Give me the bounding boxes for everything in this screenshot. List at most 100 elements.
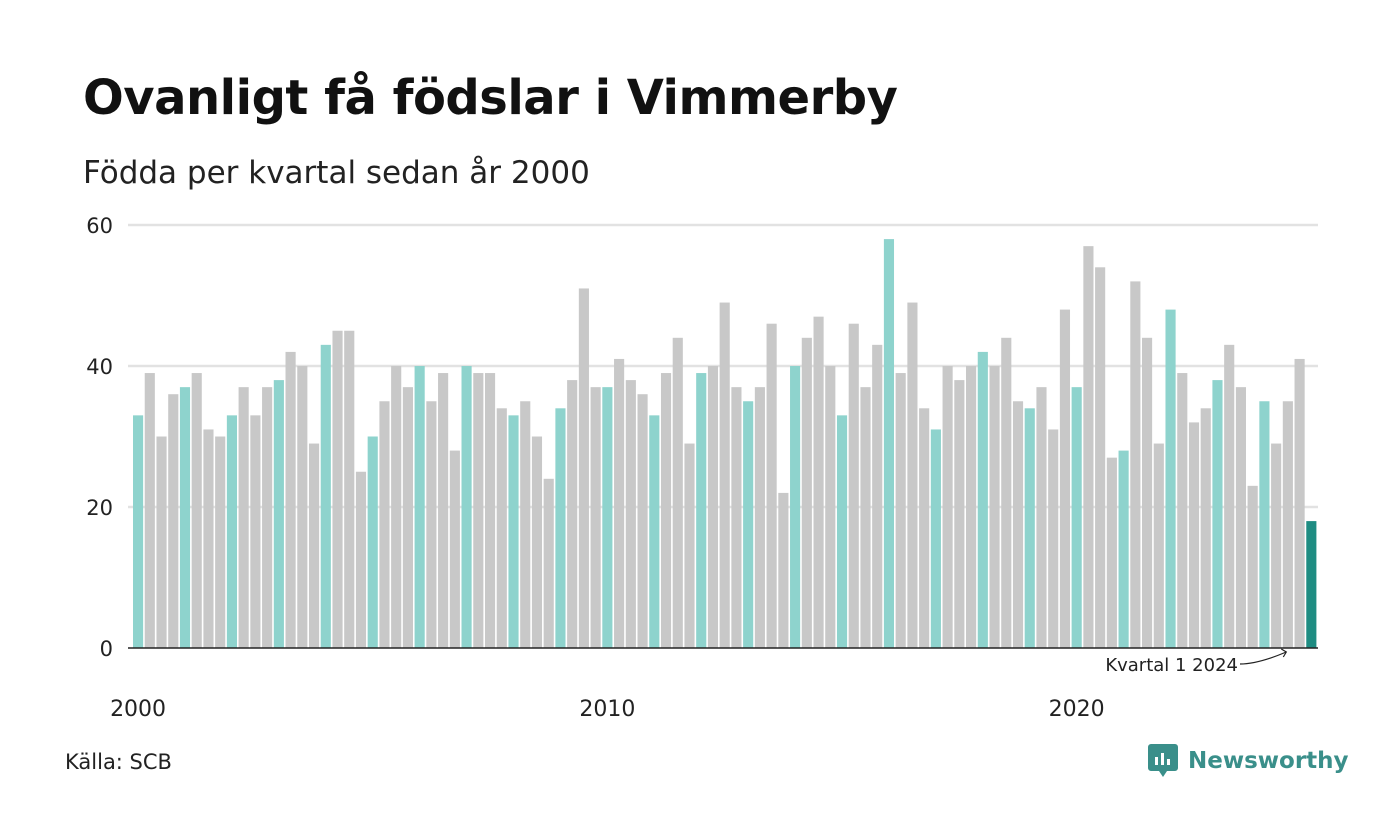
annotation-label: Kvartal 1 2024 — [1105, 655, 1238, 676]
bar — [660, 373, 672, 648]
bar — [344, 330, 355, 648]
bar — [332, 330, 343, 648]
x-tick-label: 2020 — [1049, 697, 1105, 722]
bar — [191, 373, 202, 648]
bar — [367, 436, 378, 648]
bar — [144, 373, 155, 648]
bar — [977, 351, 988, 648]
x-tick-label: 2000 — [110, 697, 166, 722]
bar — [813, 316, 824, 648]
bar — [743, 401, 754, 648]
bar — [355, 471, 367, 648]
bar — [414, 366, 425, 648]
bar — [1153, 443, 1164, 648]
bar — [602, 387, 613, 648]
bar — [379, 401, 390, 648]
bar — [531, 436, 543, 648]
x-tick-label: 2010 — [579, 697, 635, 722]
bar — [836, 415, 848, 648]
bar — [1048, 429, 1059, 648]
bar — [297, 366, 308, 648]
bar — [860, 387, 871, 648]
bar — [438, 373, 449, 648]
bar — [954, 380, 965, 648]
bar — [273, 380, 284, 648]
bar — [1259, 401, 1270, 648]
bar — [238, 387, 249, 648]
bar — [473, 373, 484, 648]
bar — [402, 387, 413, 648]
bar — [778, 492, 789, 648]
bar — [133, 415, 144, 648]
bar — [1095, 267, 1106, 648]
bar — [508, 415, 519, 648]
chart-title: Ovanligt få födslar i Vimmerby — [83, 70, 898, 126]
y-tick-label: 60 — [86, 214, 113, 238]
bar — [1012, 401, 1024, 648]
bar — [1071, 387, 1082, 648]
bar — [1306, 521, 1317, 648]
bar — [1083, 246, 1094, 648]
bar — [262, 387, 273, 648]
bar — [790, 366, 801, 648]
y-tick-label: 40 — [86, 355, 113, 379]
bar — [168, 394, 179, 648]
annotation-arrowhead — [1280, 648, 1288, 658]
brand-logo: Newsworthy — [1148, 744, 1349, 778]
bar — [825, 366, 836, 648]
bar — [179, 387, 191, 648]
bar — [496, 408, 507, 648]
bar — [754, 387, 765, 648]
bar — [1118, 450, 1129, 648]
bar — [848, 323, 859, 648]
bar — [637, 394, 648, 648]
bar — [461, 366, 472, 648]
bar — [966, 366, 977, 648]
bar — [614, 358, 625, 648]
bar — [766, 323, 777, 648]
bar — [1224, 344, 1235, 648]
bar — [1188, 422, 1200, 648]
bar — [1271, 443, 1282, 648]
bar — [1282, 401, 1293, 648]
bar — [320, 344, 331, 648]
bar — [1130, 281, 1141, 648]
bar — [883, 239, 895, 648]
bar — [930, 429, 941, 648]
bar — [1024, 408, 1035, 648]
bar — [308, 443, 320, 648]
bar — [1235, 387, 1246, 648]
bar — [1294, 358, 1305, 648]
bar — [203, 429, 214, 648]
bar — [1001, 337, 1012, 648]
bar — [731, 387, 742, 648]
bar — [1165, 309, 1176, 648]
bar — [801, 337, 812, 648]
bar — [226, 415, 237, 648]
annotation-arrow — [1239, 651, 1287, 665]
bar — [1177, 373, 1188, 648]
bar — [449, 450, 460, 648]
bar — [215, 436, 226, 648]
bar — [484, 373, 496, 648]
bar — [567, 380, 578, 648]
source-note: Källa: SCB — [65, 750, 172, 774]
bar — [1212, 380, 1223, 648]
bar — [989, 366, 1000, 648]
bar — [285, 351, 296, 648]
chart-subtitle: Födda per kvartal sedan år 2000 — [83, 155, 590, 191]
bar — [895, 373, 906, 648]
bar — [578, 288, 589, 648]
y-tick-label: 20 — [86, 496, 113, 520]
bar — [684, 443, 695, 648]
bar — [719, 302, 730, 648]
bar — [696, 373, 707, 648]
bar — [1247, 485, 1258, 648]
bar — [942, 366, 953, 648]
newsworthy-logo-icon — [1148, 744, 1178, 777]
bar — [707, 366, 719, 648]
bar — [907, 302, 918, 648]
bar — [1106, 457, 1117, 648]
brand-name: Newsworthy — [1188, 748, 1349, 774]
